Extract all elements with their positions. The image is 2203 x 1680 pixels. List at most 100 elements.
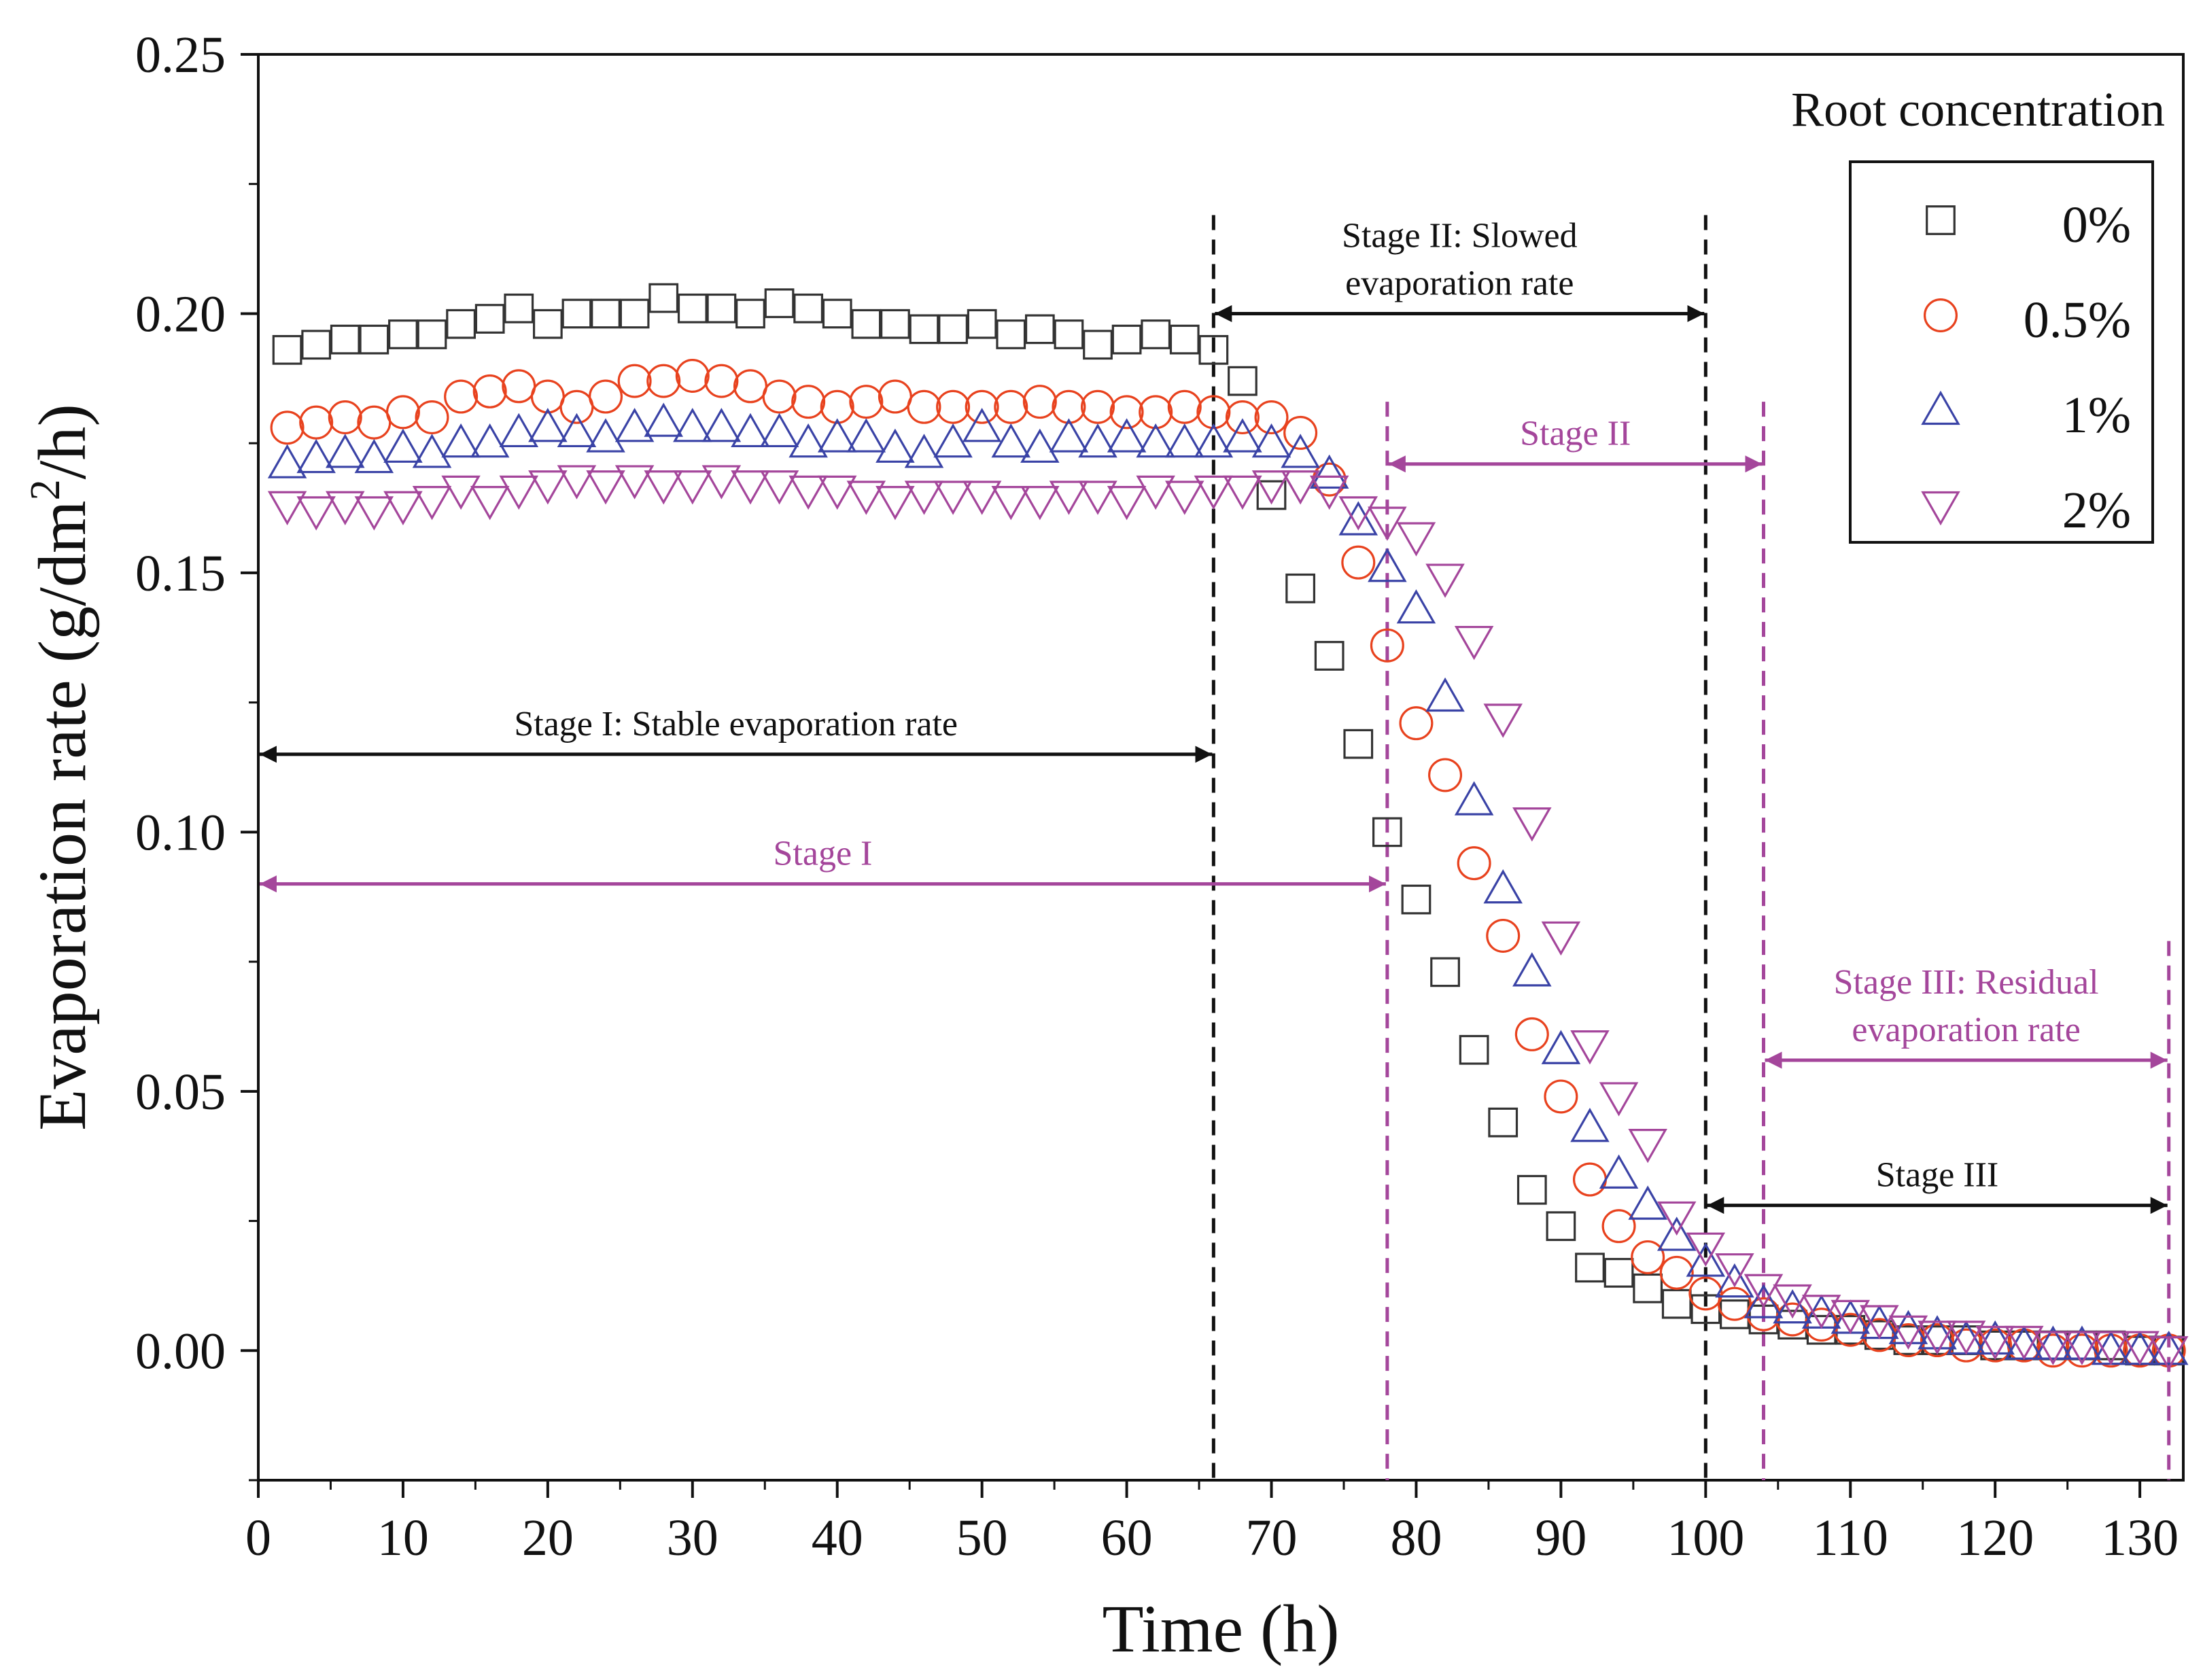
data-point <box>1801 1295 1841 1329</box>
data-point <box>614 465 655 500</box>
y-tick-label: 0.00 <box>135 1323 226 1380</box>
data-point <box>1457 846 1491 881</box>
data-point <box>2033 1325 2073 1360</box>
data-point <box>1514 1017 1549 1051</box>
y-tick-label: 0.10 <box>135 804 226 861</box>
data-point <box>2062 1331 2102 1365</box>
x-tick-label: 0 <box>245 1509 271 1567</box>
x-tick-label: 80 <box>1390 1509 1442 1567</box>
data-point <box>1020 486 1060 521</box>
data-point <box>1223 475 1262 510</box>
data-point <box>701 465 742 500</box>
data-point <box>1656 1217 1697 1251</box>
x-tick-label: 10 <box>377 1509 429 1567</box>
data-point <box>1054 319 1084 349</box>
data-point <box>1744 1274 1784 1308</box>
legend-marker <box>1921 390 1960 425</box>
data-point <box>1169 324 1200 355</box>
data-point <box>1430 957 1460 987</box>
data-point <box>1109 395 1144 430</box>
data-point <box>2091 1331 2131 1365</box>
data-point <box>1343 729 1374 759</box>
data-point <box>1428 758 1463 792</box>
data-point <box>820 389 854 424</box>
data-point <box>701 408 742 442</box>
stage2-magenta-label: Stage II <box>1520 415 1631 453</box>
data-point <box>962 480 1002 515</box>
data-point <box>296 496 336 531</box>
y-axis-title: Evaporation rate (g/dm2/h) <box>22 404 100 1131</box>
data-point <box>528 470 568 505</box>
data-point <box>880 309 910 339</box>
data-point <box>1254 400 1289 435</box>
data-point <box>1656 1201 1697 1236</box>
data-point <box>591 298 621 329</box>
data-point <box>846 480 886 515</box>
data-point <box>791 385 826 419</box>
data-point <box>878 379 912 414</box>
data-point <box>904 480 944 515</box>
data-point <box>441 475 481 510</box>
data-point <box>704 364 739 398</box>
data-point <box>2033 1331 2073 1365</box>
data-point <box>1980 1330 2011 1361</box>
data-point <box>619 298 650 329</box>
x-tick-label: 130 <box>2101 1509 2179 1567</box>
x-tick-label: 50 <box>956 1509 1008 1567</box>
x-tick-label: 90 <box>1535 1509 1586 1567</box>
data-point <box>1888 1315 1928 1350</box>
data-point <box>1081 389 1115 424</box>
data-point <box>1918 1315 1957 1350</box>
data-point <box>646 364 681 398</box>
data-point <box>1194 423 1234 458</box>
legend-box <box>1849 160 2154 544</box>
data-point <box>762 379 797 414</box>
data-point <box>673 470 712 505</box>
x-tick-label: 30 <box>667 1509 718 1567</box>
data-point <box>1512 807 1552 842</box>
data-point <box>1368 506 1407 541</box>
data-point <box>764 288 795 319</box>
data-point <box>1194 475 1234 510</box>
x-tick-label: 100 <box>1667 1509 1744 1567</box>
data-point <box>470 486 510 521</box>
data-point <box>1631 1240 1665 1274</box>
data-point <box>1285 573 1315 603</box>
data-point <box>557 413 597 448</box>
data-point <box>675 359 710 393</box>
data-point <box>412 486 452 521</box>
data-point <box>1341 545 1376 580</box>
data-point <box>1488 1107 1519 1138</box>
data-point <box>385 395 420 430</box>
data-point <box>1633 1273 1663 1303</box>
data-point <box>1281 470 1320 505</box>
data-point <box>589 379 623 414</box>
stage1-magenta-label: Stage I <box>774 835 873 873</box>
data-point <box>1136 423 1175 458</box>
data-point <box>1744 1284 1784 1318</box>
data-point <box>1603 1257 1634 1288</box>
data-point <box>1251 470 1291 505</box>
data-point <box>788 423 828 458</box>
data-point <box>1083 330 1113 360</box>
series-2pct <box>267 465 2189 1371</box>
data-point <box>1225 400 1260 435</box>
data-point <box>2005 1325 2044 1361</box>
data-point <box>793 293 824 323</box>
data-point <box>415 400 449 435</box>
data-point <box>444 379 479 414</box>
data-point <box>965 389 999 424</box>
data-point <box>817 418 857 453</box>
legend-marker <box>1924 298 1958 333</box>
data-point <box>267 444 307 478</box>
data-point <box>1715 1253 1754 1288</box>
data-point <box>1107 418 1147 453</box>
x-tick-label: 70 <box>1246 1509 1298 1567</box>
data-point <box>330 324 360 355</box>
data-point <box>1370 628 1404 663</box>
data-point <box>1516 1174 1547 1205</box>
stage2-black-label: Stage II: Slowed <box>1342 216 1578 255</box>
data-point <box>735 298 765 329</box>
data-point <box>1372 817 1402 847</box>
